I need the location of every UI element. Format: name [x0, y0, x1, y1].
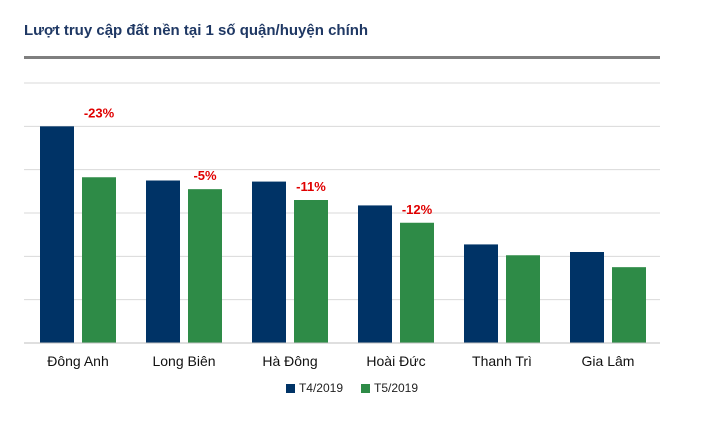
x-tick-label: Gia Lâm	[582, 353, 635, 369]
legend-swatch-t5	[361, 384, 370, 393]
gridlines	[24, 83, 660, 300]
bar-chart: -23% -5% -11% -12% Đông Anh Long Biên Hà Đông…	[0, 0, 704, 380]
bar-t5	[294, 200, 328, 343]
legend-label-t4: T4/2019	[299, 381, 343, 395]
bar-t5	[400, 223, 434, 343]
change-annotation: -12%	[402, 202, 433, 217]
x-tick-label: Đông Anh	[47, 353, 109, 369]
bar-t5	[612, 267, 646, 343]
legend: T4/2019 T5/2019	[0, 381, 704, 395]
legend-label-t5: T5/2019	[374, 381, 418, 395]
bar-t5	[82, 177, 116, 343]
change-annotation: -11%	[296, 179, 326, 194]
x-tick-label: Hoài Đức	[366, 353, 425, 369]
change-annotation: -23%	[84, 105, 115, 120]
x-tick-label: Thanh Trì	[472, 353, 532, 369]
bar-t4	[358, 205, 392, 343]
x-tick-label: Long Biên	[152, 353, 215, 369]
legend-item-t5: T5/2019	[361, 381, 418, 395]
bar-t4	[570, 252, 604, 343]
bar-t4	[252, 182, 286, 343]
legend-item-t4: T4/2019	[286, 381, 343, 395]
x-axis-labels: Đông Anh Long Biên Hà Đông Hoài Đức Thanh Tr…	[47, 353, 634, 369]
legend-swatch-t4	[286, 384, 295, 393]
bar-t4	[40, 126, 74, 343]
change-annotation: -5%	[193, 168, 217, 183]
x-tick-label: Hà Đông	[262, 353, 317, 369]
bar-t5	[506, 255, 540, 343]
bar-t4	[146, 181, 180, 344]
bar-t4	[464, 244, 498, 343]
bar-t5	[188, 189, 222, 343]
bars	[40, 126, 646, 343]
